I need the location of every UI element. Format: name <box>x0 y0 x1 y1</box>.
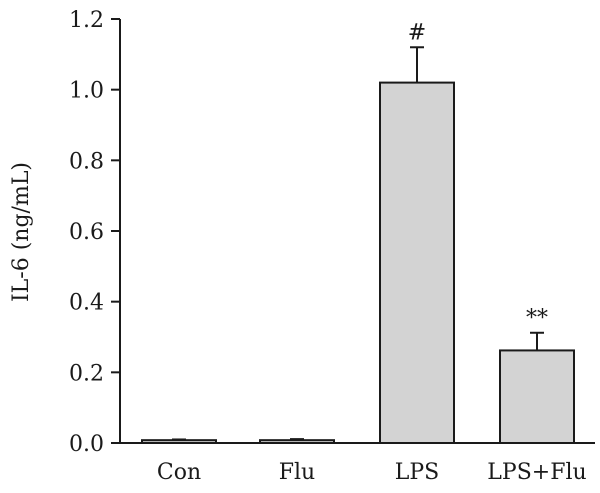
y-tick-label: 1.2 <box>69 8 104 33</box>
y-tick-label: 0.2 <box>69 361 104 386</box>
error-bars <box>172 46 544 441</box>
x-axis-labels: Con Flu LPS LPS+Flu <box>157 460 587 485</box>
y-tick-label: 0.0 <box>69 432 104 457</box>
x-tick-label: Flu <box>279 460 315 485</box>
bar-lps-flu <box>499 349 575 444</box>
y-axis-ticks: 0.0 0.2 0.4 0.6 0.8 1.0 1.2 <box>69 8 120 457</box>
bars <box>141 81 575 445</box>
y-tick-label: 1.0 <box>69 79 104 104</box>
significance-marker: # <box>408 20 426 45</box>
significance-marker: ** <box>526 306 548 331</box>
x-tick-label: Con <box>157 460 201 485</box>
bar-lps <box>379 81 455 444</box>
y-tick-label: 0.8 <box>69 149 104 174</box>
y-axis-title: IL-6 (ng/mL) <box>9 162 34 302</box>
y-tick-label: 0.4 <box>69 291 104 316</box>
y-tick-label: 0.6 <box>69 220 104 245</box>
significance-annotations: # ** <box>408 20 548 330</box>
x-tick-label: LPS <box>395 460 439 485</box>
x-tick-label: LPS+Flu <box>487 460 586 485</box>
